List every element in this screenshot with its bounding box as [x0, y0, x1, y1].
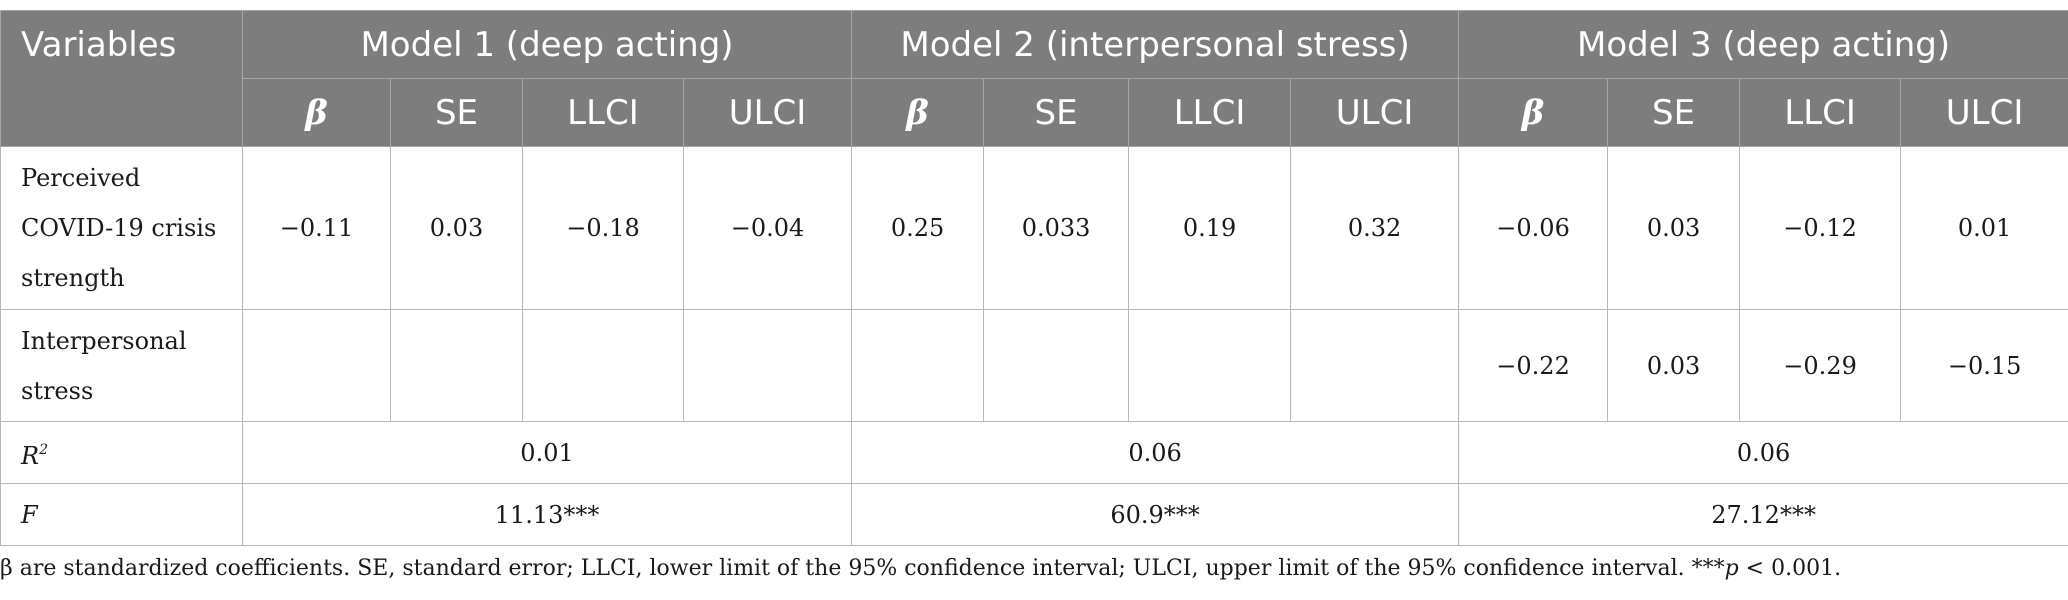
se-header: SE [983, 78, 1130, 147]
label-line: stress [21, 376, 94, 405]
table-cell: 0.01 [1900, 146, 2068, 310]
model-3-r-squared: 0.06 [1458, 421, 2068, 484]
table-cell: 0.32 [1290, 146, 1460, 310]
label-line: strength [21, 264, 125, 292]
table-cell: −0.18 [522, 146, 684, 310]
beta-header: β [851, 78, 985, 147]
model-1-r-squared: 0.01 [241, 421, 853, 484]
table-cell: 0.03 [1607, 309, 1741, 422]
llci-header: LLCI [1128, 78, 1292, 147]
table-footnote: β are standardized coefficients. SE, sta… [0, 556, 1841, 581]
table-cell: 0.03 [390, 146, 523, 310]
table-row: F 11.13*** 60.9*** 27.12*** [0, 483, 2068, 546]
table-cell [983, 309, 1130, 422]
variables-header: Variables [0, 10, 243, 147]
llci-header: LLCI [1739, 78, 1902, 147]
se-header: SE [1607, 78, 1741, 147]
table-cell [1128, 309, 1292, 422]
ulci-header: ULCI [682, 78, 853, 147]
row-label-r-squared: R2 [0, 421, 243, 484]
table-row: Interpersonal stress −0.22 0.03 −0.29 −0… [0, 309, 2068, 422]
beta-header: β [1458, 78, 1609, 147]
table-cell: −0.06 [1458, 146, 1609, 310]
model-2-r-squared: 0.06 [851, 421, 1460, 484]
model-2-header: Model 2 (interpersonal stress) [851, 10, 1460, 79]
table-cell [242, 309, 391, 422]
label-line: COVID-19 crisis [21, 214, 217, 242]
table-cell [522, 309, 684, 422]
table-cell [851, 309, 985, 422]
table-cell [390, 309, 523, 422]
label-line: Perceived [21, 164, 141, 192]
model-1-f: 11.13*** [241, 483, 853, 546]
table-row: R2 0.01 0.06 0.06 [0, 421, 2068, 484]
table-cell: −0.15 [1900, 309, 2068, 422]
row-label-f: F [0, 483, 243, 546]
table-cell [1290, 309, 1460, 422]
table-cell: −0.22 [1458, 309, 1609, 422]
r-superscript: 2 [39, 441, 48, 458]
ulci-header: ULCI [1900, 78, 2068, 147]
model-3-f: 27.12*** [1458, 483, 2068, 546]
table-cell: −0.04 [682, 146, 853, 310]
footnote-p-rest: < 0.001. [1738, 556, 1842, 581]
table-cell: −0.11 [242, 146, 391, 310]
llci-header: LLCI [522, 78, 684, 147]
beta-header: β [242, 78, 391, 147]
table-cell: 0.25 [851, 146, 985, 310]
ulci-header: ULCI [1290, 78, 1460, 147]
table-row: Perceived COVID-19 crisis strength −0.11… [0, 146, 2068, 310]
r-symbol: R [21, 441, 40, 470]
footnote-p-symbol: p [1724, 556, 1739, 581]
table-cell: 0.033 [983, 146, 1130, 310]
header-row-stats: β SE LLCI ULCI β SE LLCI ULCI β SE LLCI … [1, 78, 2068, 147]
header-row-models: Variables Model 1 (deep acting) Model 2 … [0, 10, 2068, 147]
table-cell: 0.03 [1607, 146, 1741, 310]
regression-results-table: Variables Model 1 (deep acting) Model 2 … [0, 10, 2068, 546]
row-label-covid-crisis-strength: Perceived COVID-19 crisis strength [0, 146, 243, 310]
footnote-text: β are standardized coefficients. SE, sta… [0, 556, 1725, 581]
table-cell: −0.12 [1739, 146, 1902, 310]
label-line: Interpersonal [21, 326, 187, 355]
row-label-interpersonal-stress: Interpersonal stress [0, 309, 243, 422]
table-cell [682, 309, 853, 422]
table-cell: −0.29 [1739, 309, 1902, 422]
model-3-header: Model 3 (deep acting) [1458, 10, 2068, 79]
model-1-header: Model 1 (deep acting) [241, 10, 853, 79]
model-2-f: 60.9*** [851, 483, 1460, 546]
table-cell: 0.19 [1128, 146, 1292, 310]
se-header: SE [390, 78, 523, 147]
